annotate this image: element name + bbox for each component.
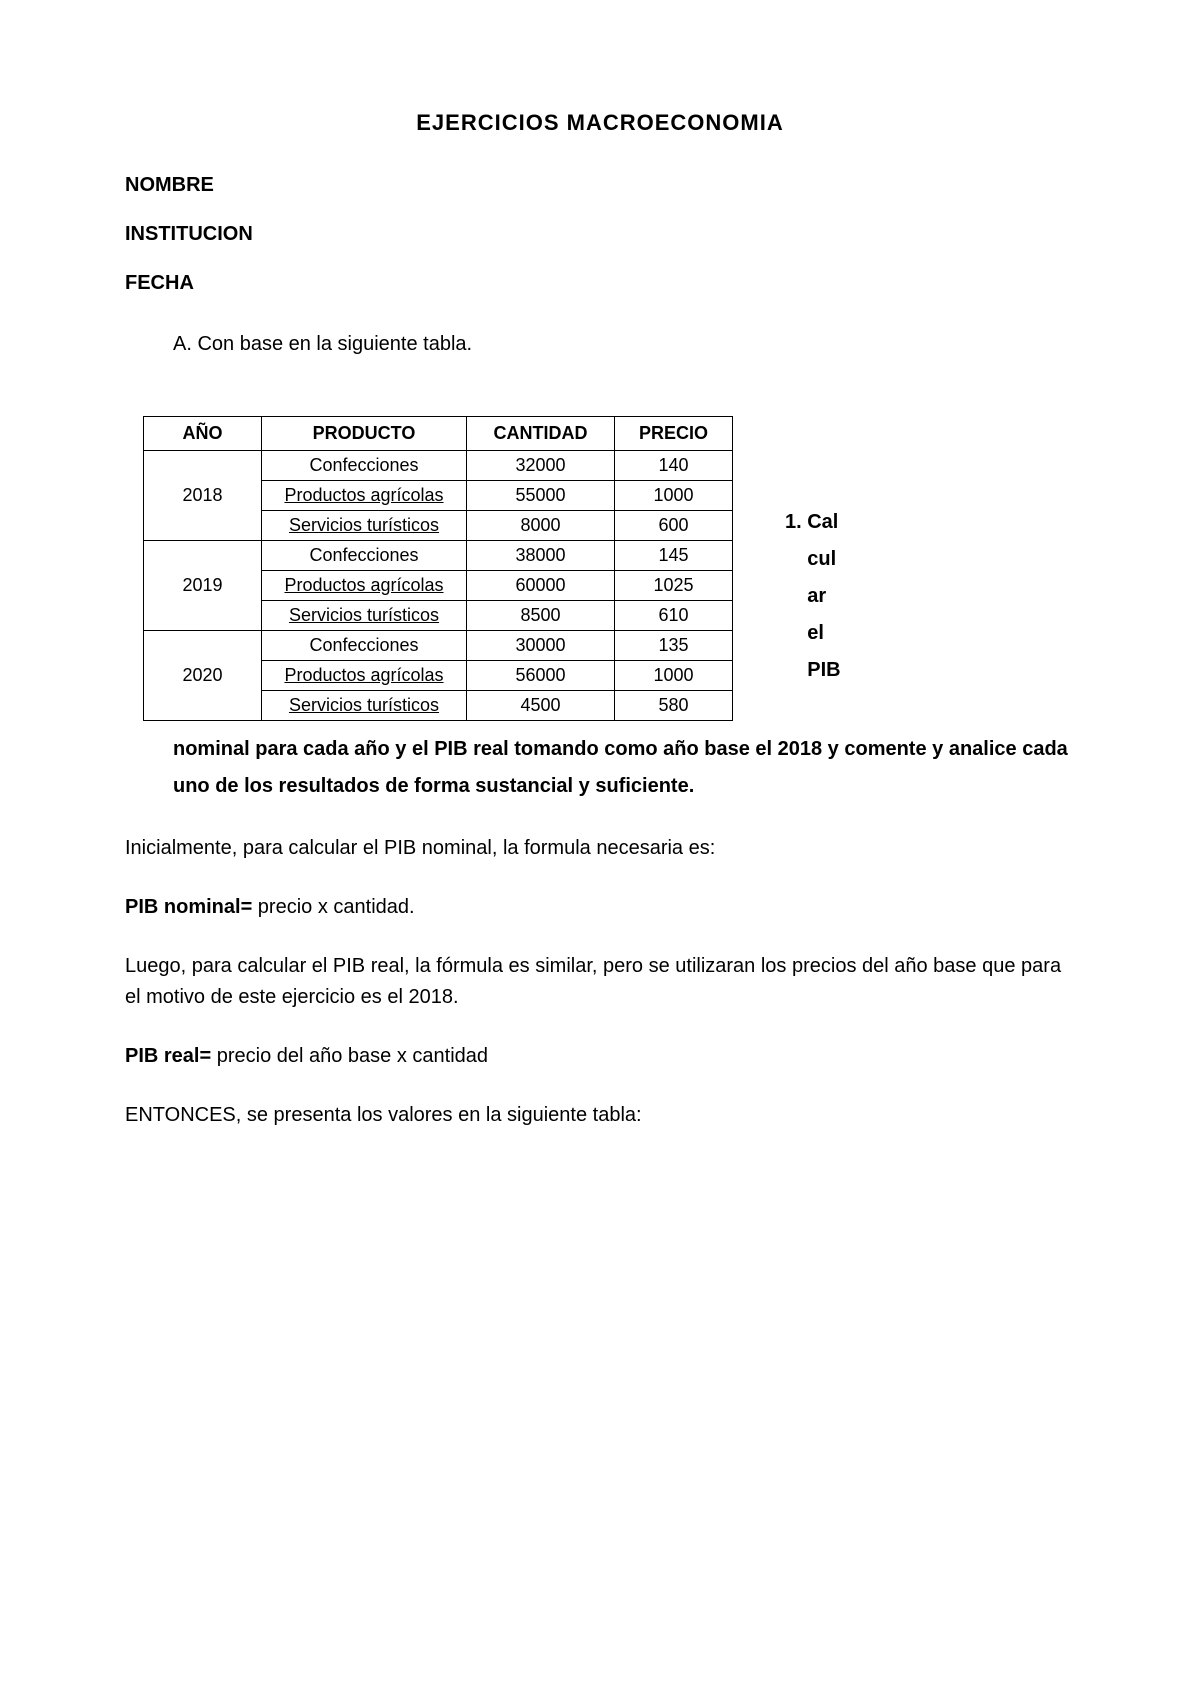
cell-product: Servicios turísticos bbox=[262, 691, 467, 721]
paragraph-2: PIB nominal= precio x cantidad. bbox=[125, 892, 1075, 923]
cell-product: Confecciones bbox=[262, 451, 467, 481]
cell-year: 2020 bbox=[144, 631, 262, 721]
field-institucion: INSTITUCION bbox=[125, 223, 1075, 246]
pib-real-label: PIB real= bbox=[125, 1045, 211, 1067]
pib-nominal-label: PIB nominal= bbox=[125, 896, 252, 918]
cell-price: 1000 bbox=[615, 661, 733, 691]
header-year: AÑO bbox=[144, 417, 262, 451]
cell-price: 580 bbox=[615, 691, 733, 721]
header-qty: CANTIDAD bbox=[467, 417, 615, 451]
cell-product: Productos agrícolas bbox=[262, 481, 467, 511]
data-table: AÑO PRODUCTO CANTIDAD PRECIO 2018Confecc… bbox=[143, 416, 733, 721]
paragraph-1: Inicialmente, para calcular el PIB nomin… bbox=[125, 833, 1075, 864]
pib-nominal-formula: precio x cantidad. bbox=[252, 896, 414, 918]
table-row: 2020Confecciones30000135 bbox=[144, 631, 733, 661]
cell-qty: 8000 bbox=[467, 511, 615, 541]
paragraph-4: PIB real= precio del año base x cantidad bbox=[125, 1041, 1075, 1072]
cell-qty: 8500 bbox=[467, 601, 615, 631]
cell-qty: 30000 bbox=[467, 631, 615, 661]
table-row: 2019Confecciones38000145 bbox=[144, 541, 733, 571]
table-header-row: AÑO PRODUCTO CANTIDAD PRECIO bbox=[144, 417, 733, 451]
field-fecha: FECHA bbox=[125, 272, 1075, 295]
cell-price: 140 bbox=[615, 451, 733, 481]
cell-product: Servicios turísticos bbox=[262, 601, 467, 631]
item-a-text: A. Con base en la siguiente tabla. bbox=[173, 333, 1075, 356]
cell-price: 135 bbox=[615, 631, 733, 661]
table-row: 2018Confecciones32000140 bbox=[144, 451, 733, 481]
side-question-text: 1. Cal cul ar el PIB bbox=[785, 504, 841, 689]
cell-price: 1000 bbox=[615, 481, 733, 511]
cell-year: 2019 bbox=[144, 541, 262, 631]
cell-qty: 4500 bbox=[467, 691, 615, 721]
cell-qty: 32000 bbox=[467, 451, 615, 481]
cell-price: 610 bbox=[615, 601, 733, 631]
cell-qty: 60000 bbox=[467, 571, 615, 601]
header-product: PRODUCTO bbox=[262, 417, 467, 451]
field-nombre: NOMBRE bbox=[125, 174, 1075, 197]
cell-qty: 55000 bbox=[467, 481, 615, 511]
question-continuation: nominal para cada año y el PIB real toma… bbox=[173, 731, 1075, 805]
cell-product: Servicios turísticos bbox=[262, 511, 467, 541]
cell-qty: 38000 bbox=[467, 541, 615, 571]
paragraph-3: Luego, para calcular el PIB real, la fór… bbox=[125, 951, 1075, 1013]
cell-product: Confecciones bbox=[262, 541, 467, 571]
cell-price: 600 bbox=[615, 511, 733, 541]
cell-year: 2018 bbox=[144, 451, 262, 541]
cell-qty: 56000 bbox=[467, 661, 615, 691]
cell-price: 1025 bbox=[615, 571, 733, 601]
page-title: EJERCICIOS MACROECONOMIA bbox=[125, 110, 1075, 136]
header-price: PRECIO bbox=[615, 417, 733, 451]
table-wrapper: AÑO PRODUCTO CANTIDAD PRECIO 2018Confecc… bbox=[125, 416, 1075, 721]
cell-product: Productos agrícolas bbox=[262, 571, 467, 601]
cell-product: Confecciones bbox=[262, 631, 467, 661]
pib-real-formula: precio del año base x cantidad bbox=[211, 1045, 488, 1067]
cell-price: 145 bbox=[615, 541, 733, 571]
paragraph-5: ENTONCES, se presenta los valores en la … bbox=[125, 1100, 1075, 1131]
cell-product: Productos agrícolas bbox=[262, 661, 467, 691]
